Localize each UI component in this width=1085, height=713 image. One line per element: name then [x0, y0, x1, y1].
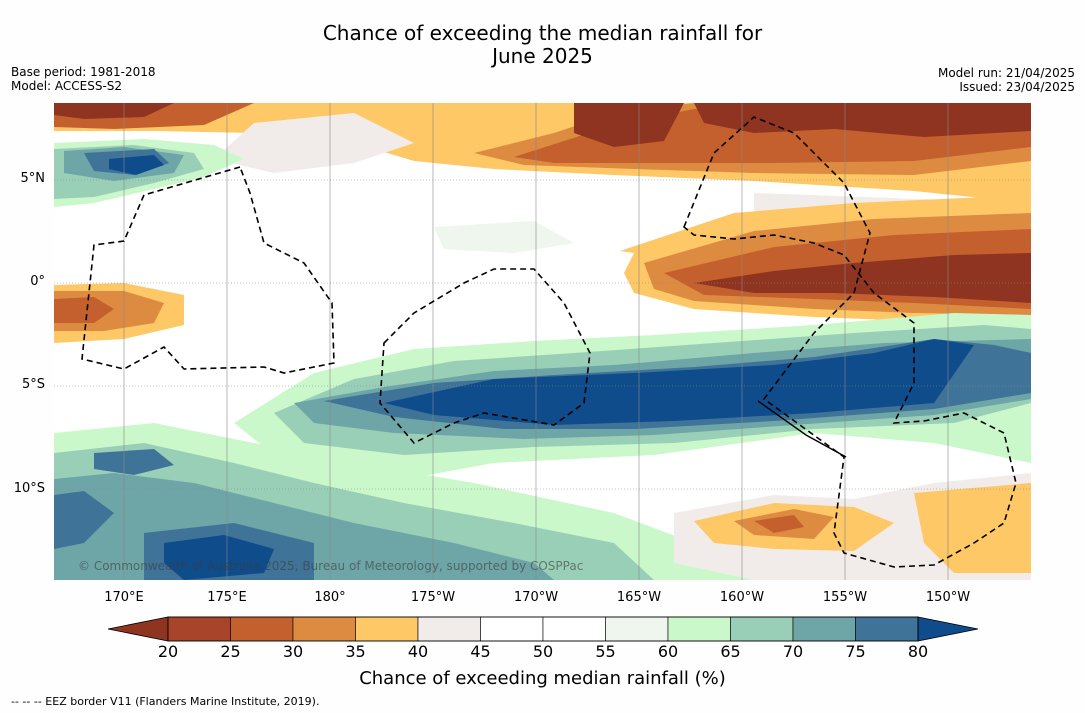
- lon-label-155w: 155°W: [822, 590, 868, 605]
- west-dry-core: [54, 297, 114, 323]
- colorbar-low-arrow: [107, 616, 169, 642]
- colorbar-segment: [605, 616, 669, 642]
- north-wet-core: [109, 155, 164, 175]
- lon-label-160w: 160°W: [719, 590, 765, 605]
- lon-label-150w: 150°W: [925, 590, 971, 605]
- base-period: Base period: 1981-2018: [11, 65, 156, 79]
- colorbar-segment: [792, 616, 856, 642]
- colorbar-label: 80: [907, 642, 929, 661]
- south-wet-core: [384, 339, 974, 425]
- colorbar-label: 35: [345, 642, 366, 661]
- colorbar-label: 30: [282, 642, 304, 661]
- colorbar-label: 50: [532, 642, 554, 661]
- colorbar-segment: [542, 616, 606, 642]
- colorbar-label: 45: [470, 642, 491, 661]
- central-neutral-light: [434, 221, 574, 253]
- map-title-line1: Chance of exceeding the median rainfall …: [322, 21, 763, 45]
- latitude-gridlines: [54, 179, 1031, 490]
- eez-solid-border: [757, 400, 847, 458]
- colorbar-segment: [355, 616, 419, 642]
- colorbar-segment: [230, 616, 294, 642]
- meta-right: Model run: 21/04/2025 Issued: 23/04/2025: [938, 66, 1075, 94]
- colorbar-segment: [167, 616, 231, 642]
- lat-label-10s: 10°S: [13, 481, 45, 496]
- colorbar-label: 70: [782, 642, 804, 661]
- lon-label-170e: 170°E: [104, 590, 144, 605]
- colorbar-label: 20: [157, 642, 179, 661]
- colorbar-label: 60: [657, 642, 679, 661]
- meta-left: Base period: 1981-2018 Model: ACCESS-S2: [11, 65, 156, 93]
- colorbar-segment: [667, 616, 731, 642]
- colorbar-label: 55: [595, 642, 616, 661]
- colorbar-segment: [480, 616, 544, 642]
- colorbar-title: Chance of exceeding median rainfall (%): [359, 668, 726, 689]
- copyright-watermark: © Commonwealth of Australia 2025, Bureau…: [78, 559, 584, 573]
- colorbar-segment: [855, 616, 919, 642]
- lon-label-175e: 175°E: [207, 590, 247, 605]
- eez-borders: [81, 116, 1017, 568]
- lat-label-5n: 5°N: [20, 171, 46, 186]
- rainfall-map: [54, 103, 1031, 580]
- colorbar-segment: [417, 616, 481, 642]
- colorbar-high-arrow: [917, 616, 979, 642]
- lon-label-170w: 170°W: [513, 590, 559, 605]
- top-dry-core: [54, 103, 1031, 147]
- colorbar-label: 40: [407, 642, 429, 661]
- longitude-gridlines: [123, 103, 949, 580]
- model-name: Model: ACCESS-S2: [11, 79, 123, 93]
- equator-dry-core: [694, 253, 1031, 303]
- se-dry-core: [754, 515, 804, 533]
- lat-label-5s: 5°S: [21, 377, 45, 392]
- colorbar-label: 65: [720, 642, 741, 661]
- issued-date: Issued: 23/04/2025: [959, 80, 1075, 94]
- colorbar-label: 25: [220, 642, 241, 661]
- colorbar-frame: [167, 616, 919, 642]
- eez-legend-note: -- -- -- EEZ border V11 (Flanders Marine…: [11, 695, 320, 708]
- lon-label-165w: 165°W: [616, 590, 662, 605]
- sw-wet-core: [164, 535, 274, 580]
- colorbar-label: 75: [845, 642, 866, 661]
- map-title-line2: June 2025: [492, 44, 593, 68]
- colorbar-segments: [167, 616, 919, 642]
- colorbar: [107, 616, 979, 642]
- lat-label-0: 0°: [30, 274, 45, 289]
- colorbar-segment: [730, 616, 794, 642]
- model-run: Model run: 21/04/2025: [937, 66, 1075, 80]
- colorbar-segment: [292, 616, 356, 642]
- se-dry-area-2: [694, 483, 1031, 573]
- lon-label-180: 180°: [314, 590, 346, 605]
- lon-label-175w: 175°W: [410, 590, 456, 605]
